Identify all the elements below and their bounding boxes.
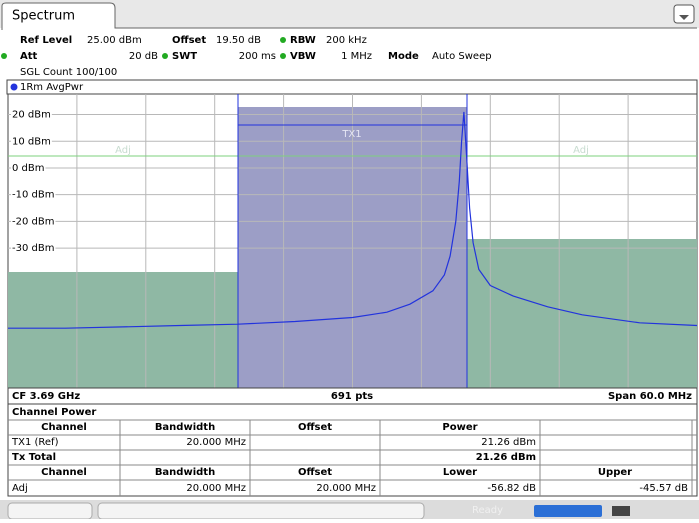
- channel-label: TX1: [341, 129, 361, 140]
- value: 200 ms: [239, 51, 276, 62]
- value: 20 dB: [129, 51, 158, 62]
- trace-label: 1Rm AvgPwr: [20, 82, 84, 93]
- sweep-count: SGL Count 100/100: [20, 67, 117, 78]
- adjacent-region: [8, 272, 238, 388]
- result-table: Channel Power Channel Bandwidth Offset P…: [7, 403, 698, 497]
- column-header: Bandwidth: [155, 467, 215, 478]
- column-header: Lower: [443, 467, 477, 478]
- points: 691 pts: [331, 391, 373, 402]
- y-tick-label: -20 dBm: [12, 216, 54, 227]
- label: RBW: [290, 35, 316, 46]
- tab-shape: [1, 2, 697, 30]
- progress-bar: [534, 505, 602, 517]
- trace-dot: [10, 83, 18, 91]
- value: 200 kHz: [326, 35, 367, 46]
- column-header: Bandwidth: [155, 422, 215, 433]
- label: Att: [20, 51, 38, 62]
- cell: 20.000 MHz: [186, 437, 246, 448]
- center-frequency: CF 3.69 GHz: [12, 391, 80, 402]
- trace: [8, 111, 698, 329]
- label: Mode: [388, 51, 419, 62]
- span: Span 60.0 MHz: [608, 391, 692, 402]
- y-tick-label: 0 dBm: [12, 163, 45, 174]
- table-title: Channel Power: [12, 407, 96, 418]
- tab-title[interactable]: Spectrum: [12, 9, 75, 24]
- adjacent-label: Adj: [573, 145, 589, 156]
- cell: 21.26 dBm: [481, 437, 536, 448]
- cell: 20.000 MHz: [316, 483, 376, 494]
- label-background: [11, 243, 56, 255]
- label-background: [11, 162, 46, 174]
- menu-arrow: [679, 15, 689, 20]
- grid: 20 dBm 10 dBm 0 dBm -10 dBm -20 dBm -30 dBm: [8, 94, 697, 388]
- coupled-dot: [280, 53, 286, 59]
- column-header: Power: [442, 422, 477, 433]
- y-tick-label: 10 dBm: [12, 136, 51, 147]
- coupled-dot: [162, 53, 168, 59]
- status-field[interactable]: [97, 502, 425, 520]
- label: Ref Level: [20, 35, 72, 46]
- coupled-dot: [1, 53, 7, 59]
- cell: 21.26 dBm: [476, 452, 536, 463]
- column-header: Channel: [41, 467, 87, 478]
- value: 25.00 dBm: [87, 35, 142, 46]
- cell: TX1 (Ref): [11, 437, 59, 448]
- value: 19.50 dB: [216, 35, 261, 46]
- cell: 20.000 MHz: [186, 483, 246, 494]
- column-header: Channel: [41, 422, 87, 433]
- column-header: Offset: [298, 467, 332, 478]
- label: Offset: [172, 35, 206, 46]
- status-field[interactable]: [7, 502, 93, 520]
- label-background: [11, 109, 52, 121]
- adjacent-label: Adj: [115, 145, 131, 156]
- coupled-dot: [280, 37, 286, 43]
- cell: -45.57 dB: [639, 483, 688, 494]
- column-header: Upper: [598, 467, 632, 478]
- status-icon: [612, 506, 630, 516]
- column-header: Offset: [298, 422, 332, 433]
- label-background: [11, 216, 56, 228]
- status-text: Ready: [472, 505, 503, 516]
- trace-bar: [6, 79, 698, 95]
- cell: Adj: [12, 483, 28, 494]
- menu-icon[interactable]: [673, 4, 695, 24]
- label: SWT: [172, 51, 197, 62]
- value: 1 MHz: [341, 51, 372, 62]
- label-background: [11, 189, 56, 201]
- overlay: TX1 Adj Adj: [8, 94, 698, 388]
- y-tick-label: 20 dBm: [12, 110, 51, 121]
- adjacent-region: [467, 239, 697, 388]
- value: Auto Sweep: [432, 51, 492, 62]
- label-background: [11, 136, 52, 148]
- y-tick-label: -30 dBm: [12, 243, 54, 254]
- label: VBW: [290, 51, 316, 62]
- cell: -56.82 dB: [487, 483, 536, 494]
- cell: Tx Total: [12, 452, 56, 463]
- y-tick-label: -10 dBm: [12, 190, 54, 201]
